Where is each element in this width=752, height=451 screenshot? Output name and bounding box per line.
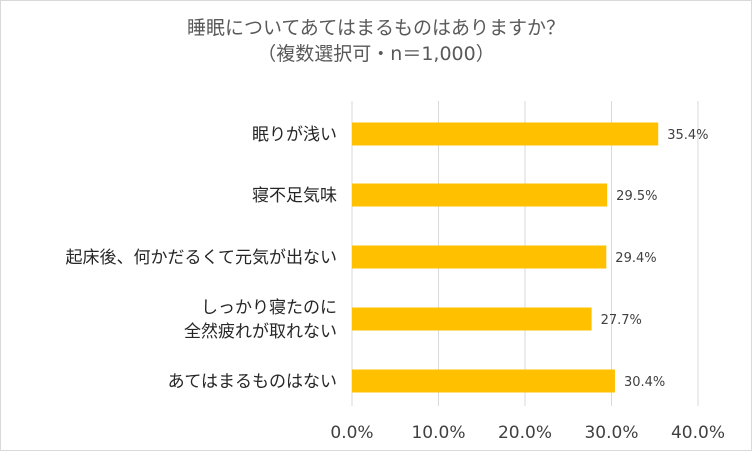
x-tick-label: 20.0% — [498, 423, 552, 443]
bar — [352, 245, 607, 269]
chart-title-line-1: 睡眠についてあてはまるものはありますか？ — [186, 17, 566, 39]
category-label: 寝不足気味 — [252, 185, 337, 206]
category-labels: 眠りが浅い寝不足気味起床後、何かだるくて元気が出ないしっかり寝たのに全然疲れが取… — [66, 125, 338, 392]
x-tick-labels: 0.0% 10.0% 20.0% 30.0% 40.0% — [330, 423, 725, 443]
data-label: 27.7% — [601, 313, 642, 328]
category-label: しっかり寝たのに — [201, 297, 337, 318]
category-label: あてはまるものはない — [168, 372, 337, 392]
chart-subtitle: （複数選択可・n＝1,000） — [257, 43, 495, 65]
bar — [352, 122, 659, 146]
bar — [352, 307, 592, 331]
category-label: 眠りが浅い — [252, 125, 337, 145]
data-label: 29.4% — [615, 251, 656, 266]
bar — [352, 369, 615, 393]
x-tick-label: 10.0% — [411, 423, 465, 443]
bars — [352, 122, 659, 393]
data-label: 29.5% — [616, 189, 657, 204]
data-labels: 35.4% 29.5% 29.4% 27.7% 30.4% — [601, 128, 709, 390]
x-tick-label: 30.0% — [584, 423, 638, 443]
x-tick-label: 40.0% — [671, 423, 725, 443]
x-tick-label: 0.0% — [330, 423, 373, 443]
category-label: 全然疲れが取れない — [184, 322, 337, 342]
data-label: 30.4% — [624, 375, 665, 390]
bar — [352, 183, 608, 207]
chart-title: 睡眠についてあてはまるものはありますか？ （複数選択可・n＝1,000） — [1, 15, 751, 67]
data-label: 35.4% — [667, 128, 708, 143]
category-label: 起床後、何かだるくて元気が出ない — [66, 248, 338, 268]
